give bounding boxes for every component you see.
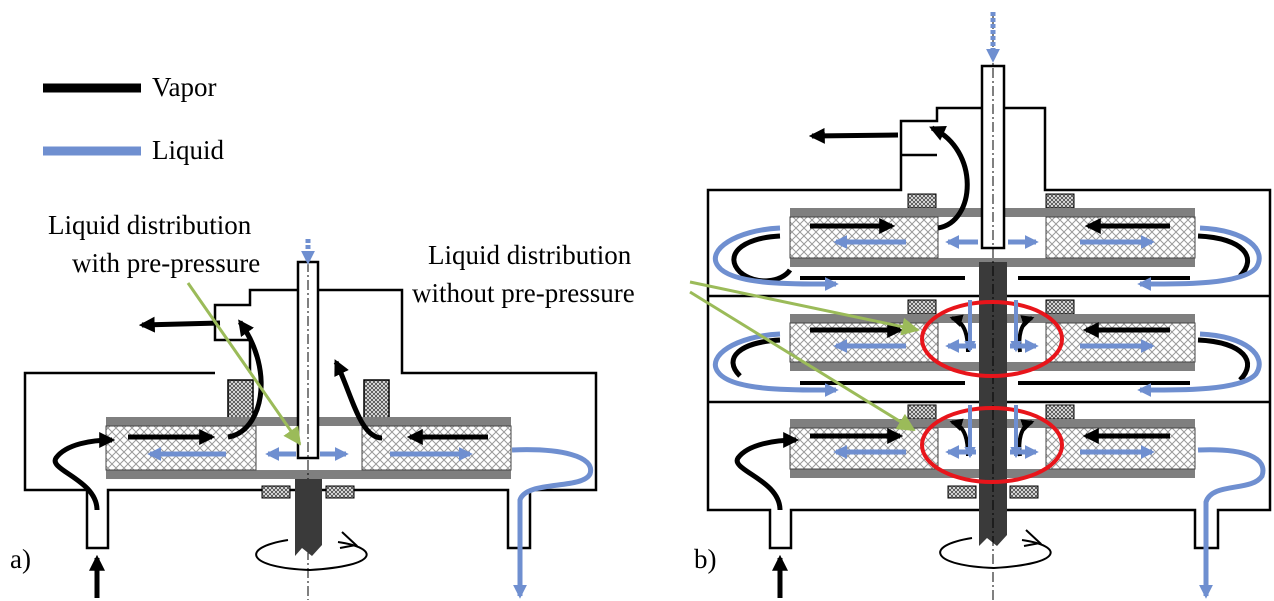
highlight-ellipse-lower xyxy=(920,406,1064,484)
panel-a-label: a) xyxy=(10,544,31,574)
bearing-b-right xyxy=(1009,485,1039,499)
vapor-arrow-a-rise-right xyxy=(333,359,383,441)
rotation-arrow-b xyxy=(939,537,1052,570)
callout-with-pre-pressure-line1: Liquid distribution xyxy=(48,210,252,240)
vapor-legend-label: Vapor xyxy=(152,72,216,102)
vapor-arrow-a-inlet xyxy=(52,432,116,511)
panel-a: Liquid distribution with pre-pressure a) xyxy=(10,210,598,600)
rotation-arrow-a xyxy=(255,539,368,572)
seal-b-mid-left xyxy=(907,299,937,315)
callout-a-pointer xyxy=(186,282,302,446)
callout-without-pre-pressure-line1: Liquid distribution xyxy=(428,240,632,270)
legend: Vapor Liquid xyxy=(43,72,224,165)
vapor-arrow-b-loop-right xyxy=(1197,233,1251,278)
housing-b-outline xyxy=(706,106,1272,550)
seal-a-left xyxy=(227,379,254,419)
liquid-arrow-b-outlet xyxy=(1197,447,1266,599)
bearing-b-left xyxy=(947,485,977,499)
liquid-arrow-a-outlet xyxy=(511,447,594,599)
mesh-b1-left xyxy=(789,216,939,259)
highlight-ellipse-upper xyxy=(920,300,1064,378)
panel-b-label: b) xyxy=(694,544,717,574)
seal-a-right xyxy=(363,379,390,419)
callout-with-pre-pressure-line2: with pre-pressure xyxy=(72,248,260,278)
vapor-arrow-b-rise xyxy=(929,125,970,231)
vapor-arrow-b-loop-mid-left xyxy=(730,337,781,378)
rotation-arrow-a-head xyxy=(339,531,359,549)
seal-b-low-left xyxy=(907,404,937,420)
bearing-a-left xyxy=(261,485,291,499)
rotation-arrow-b-head xyxy=(1023,529,1043,547)
vapor-arrow-b-loop-mid-right xyxy=(1197,337,1251,382)
vapor-arrow-b-inlet xyxy=(734,432,800,511)
callout-b-pointer-lower xyxy=(689,290,916,432)
liquid-arrow-b-loop-mid-right xyxy=(1137,331,1262,398)
liquid-arrow-b-loop-top-right xyxy=(1137,225,1262,292)
liquid-arrow-b-loop-top-left xyxy=(712,225,839,292)
seal-b-top-left xyxy=(907,193,937,209)
vapor-arrow-b-loop-left xyxy=(731,233,793,284)
liquid-arrow-b-loop-mid-left xyxy=(712,331,839,398)
mesh-a-left xyxy=(105,425,257,471)
bearing-a-right xyxy=(325,485,355,499)
seal-b-low-right xyxy=(1045,404,1075,420)
liquid-legend-label: Liquid xyxy=(152,135,224,165)
mesh-b1-right xyxy=(1045,216,1196,259)
panel-b: Liquid distribution without pre-pressure… xyxy=(412,12,1272,600)
callout-without-pre-pressure-line2: without pre-pressure xyxy=(412,278,635,308)
callout-b-pointer-upper xyxy=(689,280,920,336)
vapor-arrow-b-outlet xyxy=(808,127,899,144)
shaft-a xyxy=(295,479,322,556)
mesh-a-right xyxy=(361,425,512,471)
seal-b-mid-right xyxy=(1045,299,1075,315)
vapor-arrow-a-rise-left xyxy=(227,319,264,440)
vapor-arrow-a-outlet xyxy=(138,316,221,333)
seal-b-top-right xyxy=(1045,193,1075,209)
shaft-b xyxy=(979,262,1007,546)
